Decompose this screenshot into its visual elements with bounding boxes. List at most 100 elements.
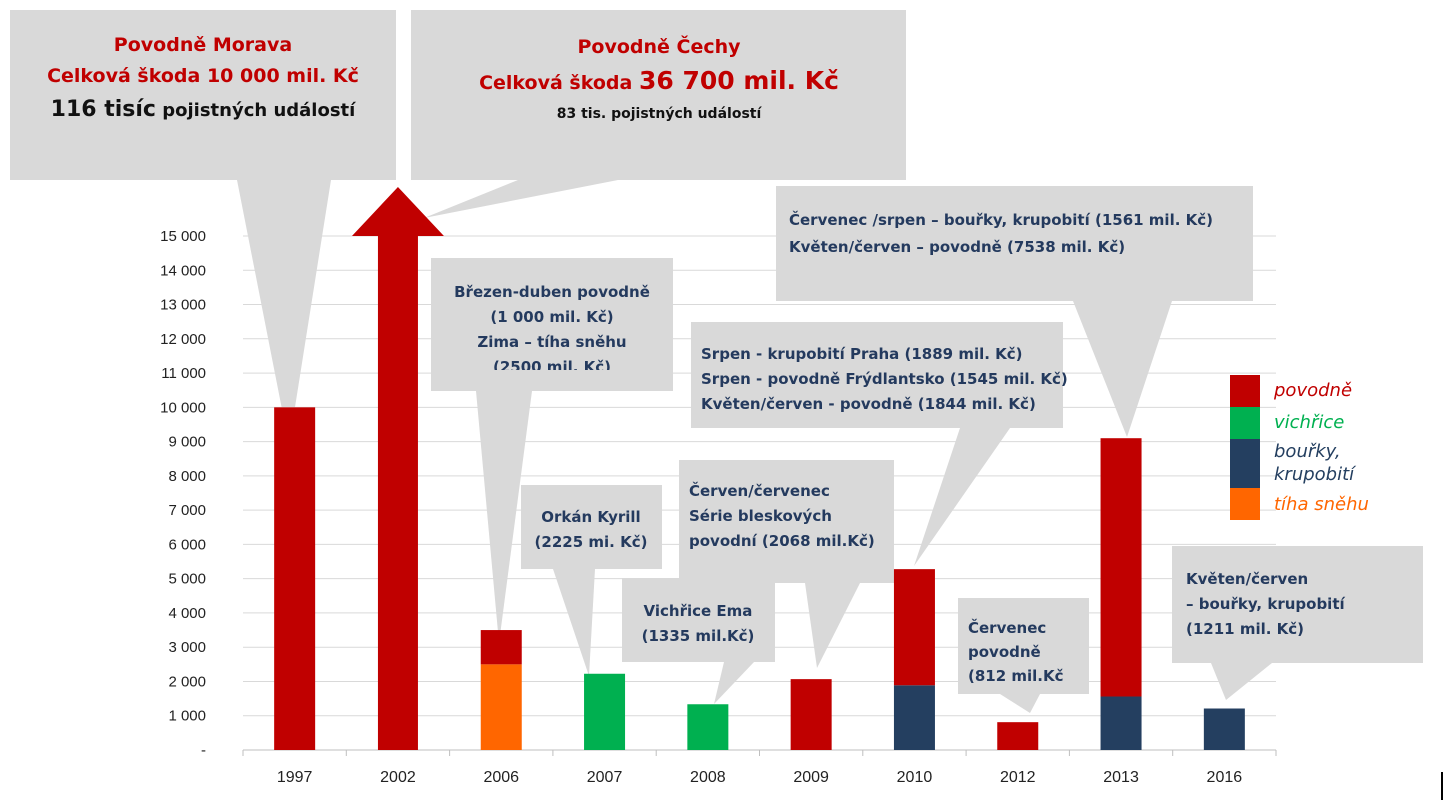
callout-morava-events-label: pojistných událostí [155, 100, 356, 121]
callout-2012-line3: (812 mil.Kč [968, 667, 1064, 685]
callout-morava-bg-tail [237, 180, 331, 445]
bar-2013-povodne [1100, 438, 1142, 697]
x-tick-label: 2009 [793, 769, 829, 786]
legend-swatch-tiha-snehu [1230, 488, 1260, 520]
x-tick-label: 2016 [1207, 769, 1243, 786]
y-tick-label: 10 000 [160, 399, 206, 416]
y-tick-label: 3 000 [168, 639, 206, 656]
legend-label-bourky-2: krupobití [1274, 464, 1355, 485]
callout-cechy-bg [411, 10, 906, 180]
callout-2013-line2: Květen/červen – povodně (7538 mil. Kč) [789, 238, 1126, 256]
callout-2006-bg [431, 258, 673, 391]
y-tick-label: 14 000 [160, 262, 206, 279]
edge-marker [1441, 772, 1443, 800]
chart-bars [274, 187, 1245, 750]
legend-label-bourky-1: bouřky, [1274, 441, 1341, 462]
callout-2007-bg [521, 485, 662, 569]
bar-2010-bourky [893, 685, 935, 750]
callout-morava-events-count: 116 tisíc [50, 97, 156, 122]
bar-2010-povodne [893, 569, 935, 686]
bar-2008-vichrice [687, 704, 729, 750]
y-tick-label: 6 000 [168, 536, 206, 553]
x-tick-label: 2007 [587, 769, 623, 786]
callout-2010-line2: Srpen - povodně Frýdlantsko (1545 mil. K… [701, 370, 1068, 388]
callout-backgrounds [10, 10, 1423, 713]
y-axis: - 1 000 2 000 3 000 4 000 5 000 6 000 7 000 8 00… [160, 228, 206, 759]
y-tick-label: 2 000 [168, 673, 206, 690]
y-tick-label: 1 000 [168, 708, 206, 725]
bar-2006-povodne [480, 630, 522, 665]
callout-2009-bg [679, 460, 894, 583]
bar-2012-povodne [997, 722, 1039, 750]
x-tick-label: 2012 [1000, 769, 1036, 786]
callout-2012-line2: povodně [968, 643, 1041, 661]
callout-2016-line2: – bouřky, krupobití [1186, 595, 1345, 613]
y-tick-label: 8 000 [168, 468, 206, 485]
callout-2010-line1: Srpen - krupobití Praha (1889 mil. Kč) [701, 345, 1023, 363]
legend-label-vichrice: vichřice [1274, 412, 1345, 433]
callout-morava-damage: Celková škoda 10 000 mil. Kč [47, 65, 359, 87]
callout-2012-bg [958, 598, 1089, 694]
callout-2016-line1: Květen/červen [1186, 570, 1309, 588]
callout-morava-events: 116 tisíc pojistných událostí [10, 92, 396, 129]
callout-2010-line3: Květen/červen - povodně (1844 mil. Kč) [701, 395, 1036, 413]
legend-label-povodne: povodně [1274, 380, 1353, 401]
callout-2007-line2: (2225 mi. Kč) [534, 533, 648, 551]
callout-cechy-events: 83 tis. pojistných událostí [556, 106, 762, 122]
x-tick-label: 2010 [897, 769, 933, 786]
callout-2016-line3: (1211 mil. Kč) [1186, 620, 1305, 638]
callout-morava-bg [10, 10, 396, 180]
callout-2009-line3: povodní (2068 mil.Kč) [689, 532, 875, 550]
bar-2013-bourky [1100, 696, 1142, 750]
callout-2006-line2: (1 000 mil. Kč) [490, 308, 614, 326]
callout-2009-line1: Červen/červenec [689, 482, 830, 500]
y-tick-label: 9 000 [168, 434, 206, 451]
x-tick-label: 1997 [277, 769, 313, 786]
x-tick-label: 2008 [690, 769, 726, 786]
callout-2013-bg-tail [1073, 301, 1172, 437]
callout-cechy-damage-value: 36 700 mil. Kč [638, 66, 839, 95]
bar-2007-vichrice [584, 673, 626, 750]
y-tick-label: 7 000 [168, 502, 206, 519]
x-tick-label: 2006 [483, 769, 519, 786]
y-tick-label: 13 000 [160, 297, 206, 314]
x-tick-label: 2013 [1103, 769, 1139, 786]
callout-morava-title: Povodně Morava [113, 34, 293, 56]
bar-2002-povodne-arrow [351, 187, 444, 750]
callout-2006-line3: Zima – tíha sněhu [477, 333, 627, 351]
callout-2006: Březen-duben povodně (1 000 mil. Kč) Zim… [432, 280, 672, 370]
x-tick-label: 2002 [380, 769, 416, 786]
callout-2009-line2: Série bleskových [689, 507, 832, 525]
callout-2008-line2: (1335 mil.Kč) [641, 627, 755, 643]
callout-2007: Orkán Kyrill (2225 mi. Kč) [521, 505, 661, 555]
callout-cechy: Povodně Čechy Celková škoda 36 700 mil. … [412, 32, 906, 125]
callout-2016: Květen/červen – bouřky, krupobití (1211 … [1186, 567, 1416, 642]
y-tick-label: - [201, 742, 206, 759]
callout-2012: Červenec povodně (812 mil.Kč [968, 616, 1088, 688]
legend-swatch-bourky [1230, 439, 1260, 488]
callout-2007-bg-tail [553, 569, 595, 676]
x-axis: 1997 2002 2006 2007 2008 2009 2010 2012 2013 2016 [242, 750, 1277, 786]
y-tick-label: 5 000 [168, 571, 206, 588]
y-tick-label: 12 000 [160, 331, 206, 348]
legend-label-tiha-snehu: tíha sněhu [1274, 494, 1369, 515]
callout-2013-bg [776, 186, 1253, 301]
callout-2007-line1: Orkán Kyrill [541, 508, 641, 526]
callout-2010-bg [691, 322, 1063, 428]
callout-2012-bg-tail [1000, 694, 1040, 713]
callout-2010-bg-tail [914, 428, 1010, 566]
y-tick-label: 4 000 [168, 605, 206, 622]
callout-2012-line1: Červenec [968, 619, 1047, 637]
y-tick-label: 11 000 [161, 365, 206, 382]
callout-2008-line1: Vichřice Ema [643, 602, 753, 620]
y-tick-label: 15 000 [160, 228, 206, 245]
callout-2008-bg [622, 578, 775, 662]
bar-1997-povodne [274, 407, 316, 750]
callout-2006-line1: Březen-duben povodně [454, 283, 650, 301]
callout-2008-bg-tail [714, 662, 754, 704]
callout-cechy-damage-label: Celková škoda [479, 72, 639, 94]
callout-2006-bg-tail [476, 391, 532, 643]
callout-2013: Červenec /srpen – bouřky, krupobití (156… [789, 207, 1249, 261]
callout-cechy-bg-tail [424, 180, 618, 218]
